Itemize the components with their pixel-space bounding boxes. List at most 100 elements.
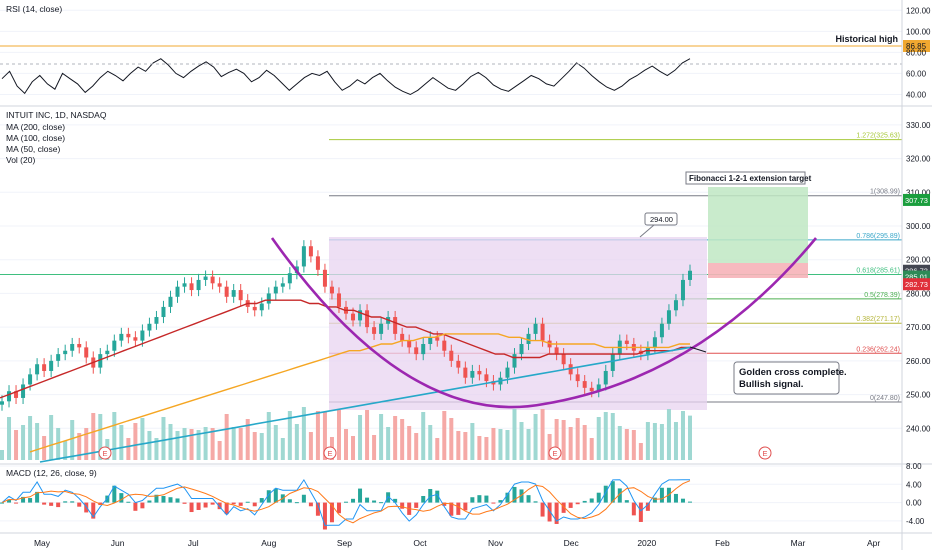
volume-bar (224, 414, 229, 460)
volume-bar (238, 428, 243, 460)
candle-body (189, 283, 194, 291)
macd-histogram-bar (28, 498, 33, 503)
candle-body (7, 391, 12, 402)
candle-body (435, 337, 440, 341)
volume-bar (421, 412, 426, 460)
volume-bar (140, 418, 145, 460)
volume-bar (280, 438, 285, 460)
macd-histogram-bar (484, 495, 489, 503)
macd-histogram-bar (336, 502, 341, 514)
candle-body (280, 283, 285, 287)
macd-histogram-bar (344, 501, 348, 503)
time-tick-label: Oct (413, 538, 427, 548)
price-tag (903, 193, 930, 206)
macd-histogram-bar (161, 495, 166, 503)
fib-level-label: 0.5(278.39) (864, 292, 900, 299)
volume-bar (645, 422, 650, 460)
price-tick-label: 320.00 (906, 155, 931, 164)
price-axis: 240.00 250.00 260.00 270.00 280.00 290.00 300.… (906, 121, 931, 433)
earnings-marker[interactable] (548, 446, 562, 460)
candle-body (659, 323, 664, 338)
macd-histogram-bar (119, 493, 124, 503)
macd-histogram-bar (456, 502, 461, 515)
macd-histogram-bar (63, 501, 68, 503)
indicator-ma50: MA (50, close) (6, 144, 60, 154)
macd-histogram-bar (568, 502, 573, 508)
volume-bar (414, 433, 419, 460)
macd-histogram-bar (49, 502, 54, 506)
candle-body (35, 364, 40, 375)
macd-histogram-bar (358, 488, 363, 503)
candle-body (140, 330, 145, 341)
volume-bar (175, 431, 180, 460)
time-axis[interactable]: May Jun Jul Aug Sep Oct Nov Dec 2020 Feb Mar Apr (34, 538, 880, 548)
macd-histogram-bar (526, 495, 531, 503)
volume-bar (568, 427, 573, 460)
macd-histogram-bar (301, 494, 306, 503)
volume-bar (407, 426, 412, 460)
macd-histogram-bar (596, 492, 601, 503)
candle-body (154, 317, 159, 324)
time-tick-label: Mar (791, 538, 806, 548)
price-tag-label: 307.73 (905, 196, 928, 205)
volume-bar (688, 415, 692, 460)
volume-bar (484, 437, 489, 460)
candle-body (512, 354, 517, 368)
macd-line (1, 478, 690, 526)
time-tick-label: Feb (715, 538, 730, 548)
macd-histogram-bar (519, 489, 524, 503)
indicator-vol: Vol (20) (6, 155, 35, 165)
volume-bar (372, 435, 377, 460)
volume-bar (28, 416, 33, 460)
volume-bar (540, 409, 545, 460)
candle-body (484, 374, 489, 382)
macd-histogram-bar (638, 502, 643, 522)
candle-body (70, 344, 75, 351)
time-tick-label: Sep (337, 538, 352, 548)
volume-bar (631, 430, 636, 460)
fib-level-label: 0.236(262.24) (856, 346, 900, 353)
price-tick-label: 330.00 (906, 121, 931, 130)
volume-bar (168, 424, 173, 460)
macd-histogram-bar (7, 499, 12, 503)
earnings-marker[interactable] (98, 446, 112, 460)
volume-bar (189, 429, 194, 460)
macd-histogram-bar (589, 498, 594, 503)
macd-histogram-bar (238, 502, 243, 506)
indicator-ma200: MA (200, close) (6, 122, 65, 132)
volume-bar (70, 420, 75, 460)
candle-body (105, 350, 110, 355)
candle-body (259, 303, 264, 311)
volume-bar (659, 424, 664, 460)
candle-body (224, 286, 229, 297)
candle-body (287, 273, 292, 284)
earnings-marker[interactable] (758, 446, 772, 460)
ma100-line (29, 333, 690, 453)
macd-tick-label: -4.00 (906, 517, 925, 526)
price-tick-label: 270.00 (906, 323, 931, 332)
macd-histogram-bar (140, 502, 145, 509)
earnings-marker[interactable] (323, 446, 337, 460)
volume-bar (252, 432, 257, 460)
macd-histogram-bar (147, 500, 152, 503)
volume-bar (63, 441, 68, 460)
volume-bar (266, 412, 271, 460)
macd-histogram-bar (294, 502, 299, 504)
indicator-ma100: MA (100, close) (6, 133, 65, 143)
candle-body (407, 340, 412, 348)
candle-body (147, 323, 152, 331)
volume-bar (182, 428, 187, 460)
macd-histogram-bar (351, 498, 356, 503)
macd-histogram-bar (470, 497, 475, 503)
macd-histogram-bar (217, 502, 222, 510)
macd-histogram-bar (463, 502, 468, 511)
candle-body (315, 256, 320, 270)
candle-body (589, 387, 594, 392)
macd-histogram-bar (624, 500, 629, 503)
macd-histogram-bar (435, 490, 440, 503)
candle-body (231, 290, 236, 297)
macd-histogram-bar (196, 502, 201, 510)
volume-bar (91, 413, 96, 460)
